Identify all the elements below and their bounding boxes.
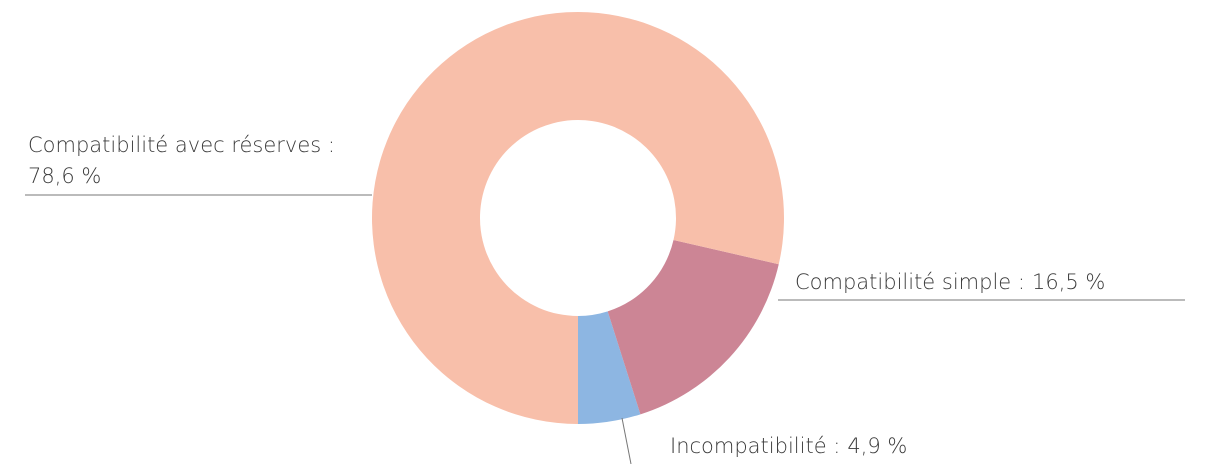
slice-value-label: 4,9 % [847,434,907,458]
slice-label: Incompatibilité : [670,434,840,458]
slice-label: Compatibilité simple : [795,270,1025,294]
donut-slice [578,311,641,424]
donut-slice [372,11,785,425]
slice-label: Compatibilité avec réserves : [28,133,335,157]
slice-value-label: 16,5 % [1032,270,1105,294]
donut-slice [607,239,779,415]
slice-value-label: 78,6 % [28,164,101,188]
leader-line [621,417,632,464]
